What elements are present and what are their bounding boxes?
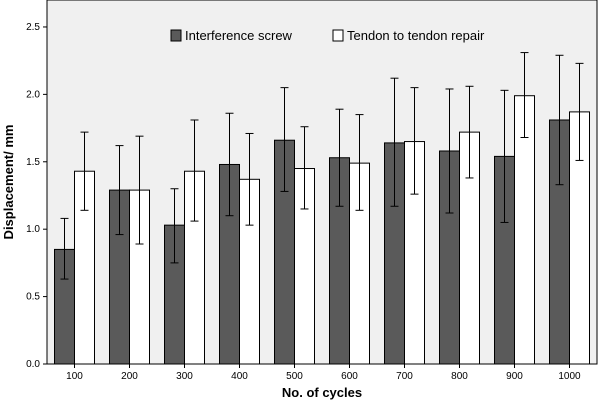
x-tick-label: 300 [176,371,193,382]
y-tick-label: 2.0 [26,89,40,100]
x-tick-label: 800 [451,371,468,382]
x-tick-label: 700 [396,371,413,382]
bars-layer [54,52,590,365]
x-tick-label: 900 [506,371,523,382]
x-tick-label: 600 [341,371,358,382]
legend-label-interference-screw: Interference screw [185,28,293,43]
x-tick-label: 200 [121,371,138,382]
legend-label-tendon-to-tendon-repair: Tendon to tendon repair [347,28,485,43]
x-tick-label: 100 [66,371,83,382]
legend-swatch-interference-screw [170,29,182,42]
y-tick-label: 0.0 [26,359,40,370]
y-tick-label: 1.0 [26,224,40,235]
x-tick-label: 500 [286,371,303,382]
y-tick-label: 1.5 [26,157,40,168]
x-tick-label: 1000 [558,371,581,382]
y-tick-label: 2.5 [26,22,40,33]
y-axis-title: Displacement/ mm [1,125,16,240]
legend-swatch-tendon-to-tendon-repair [332,29,344,42]
x-axis: 100 200 300 400 500 600 700 800 900 1000 [66,364,581,382]
legend: Interference screw Tendon to tendon repa… [170,28,485,43]
y-axis: 0.0 0.5 1.0 1.5 2.0 2.5 [26,22,47,370]
x-tick-label: 400 [231,371,248,382]
x-axis-title: No. of cycles [282,385,362,400]
y-tick-label: 0.5 [26,292,40,303]
